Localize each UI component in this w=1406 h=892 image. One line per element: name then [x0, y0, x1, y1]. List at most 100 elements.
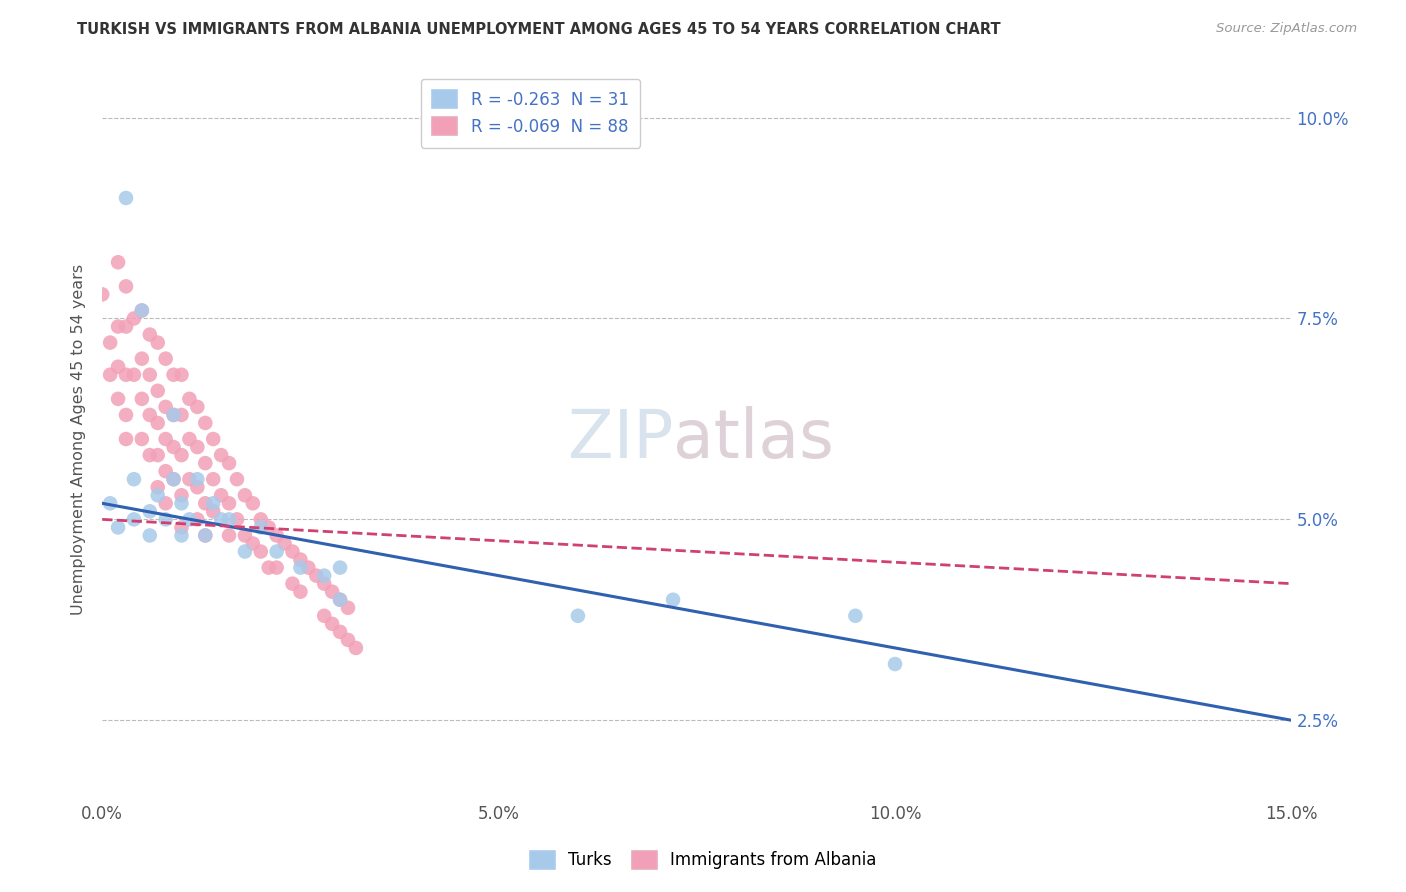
- Point: [170, 496, 193, 510]
- Point: [202, 496, 225, 510]
- Point: [233, 488, 256, 502]
- Point: [281, 544, 304, 558]
- Point: [314, 568, 336, 582]
- Point: [122, 368, 145, 382]
- Text: atlas: atlas: [673, 406, 834, 472]
- Point: [146, 335, 169, 350]
- Point: [131, 351, 153, 366]
- Point: [218, 512, 240, 526]
- Point: [146, 384, 169, 398]
- Point: [186, 512, 208, 526]
- Point: [344, 640, 367, 655]
- Point: [662, 592, 685, 607]
- Point: [186, 472, 208, 486]
- Point: [131, 303, 153, 318]
- Point: [179, 472, 201, 486]
- Point: [162, 408, 184, 422]
- Text: TURKISH VS IMMIGRANTS FROM ALBANIA UNEMPLOYMENT AMONG AGES 45 TO 54 YEARS CORREL: TURKISH VS IMMIGRANTS FROM ALBANIA UNEMP…: [77, 22, 1001, 37]
- Point: [162, 472, 184, 486]
- Point: [297, 560, 319, 574]
- Point: [337, 632, 360, 647]
- Point: [884, 657, 907, 671]
- Point: [162, 368, 184, 382]
- Point: [98, 335, 121, 350]
- Point: [314, 576, 336, 591]
- Point: [131, 392, 153, 406]
- Point: [266, 544, 288, 558]
- Point: [115, 408, 138, 422]
- Point: [139, 504, 162, 518]
- Point: [139, 327, 162, 342]
- Point: [194, 456, 217, 470]
- Point: [218, 496, 240, 510]
- Point: [202, 432, 225, 446]
- Point: [146, 416, 169, 430]
- Point: [179, 512, 201, 526]
- Text: Source: ZipAtlas.com: Source: ZipAtlas.com: [1216, 22, 1357, 36]
- Point: [209, 488, 232, 502]
- Point: [98, 496, 121, 510]
- Point: [155, 512, 177, 526]
- Point: [139, 528, 162, 542]
- Point: [337, 600, 360, 615]
- Point: [139, 408, 162, 422]
- Point: [844, 608, 866, 623]
- Point: [107, 255, 129, 269]
- Point: [162, 472, 184, 486]
- Point: [242, 496, 264, 510]
- Point: [115, 432, 138, 446]
- Point: [170, 448, 193, 462]
- Point: [249, 520, 271, 534]
- Legend: R = -0.263  N = 31, R = -0.069  N = 88: R = -0.263 N = 31, R = -0.069 N = 88: [420, 78, 640, 147]
- Point: [115, 191, 138, 205]
- Point: [329, 592, 352, 607]
- Point: [249, 512, 271, 526]
- Point: [242, 536, 264, 550]
- Point: [155, 351, 177, 366]
- Point: [321, 616, 343, 631]
- Point: [290, 560, 312, 574]
- Point: [170, 488, 193, 502]
- Y-axis label: Unemployment Among Ages 45 to 54 years: Unemployment Among Ages 45 to 54 years: [72, 263, 86, 615]
- Point: [194, 528, 217, 542]
- Point: [107, 520, 129, 534]
- Point: [146, 480, 169, 494]
- Text: ZIP: ZIP: [568, 406, 673, 472]
- Point: [209, 512, 232, 526]
- Point: [329, 560, 352, 574]
- Point: [107, 359, 129, 374]
- Point: [115, 319, 138, 334]
- Point: [170, 408, 193, 422]
- Point: [202, 472, 225, 486]
- Point: [194, 416, 217, 430]
- Point: [233, 528, 256, 542]
- Point: [122, 472, 145, 486]
- Point: [162, 408, 184, 422]
- Point: [329, 592, 352, 607]
- Point: [226, 512, 249, 526]
- Point: [266, 528, 288, 542]
- Point: [209, 448, 232, 462]
- Point: [115, 368, 138, 382]
- Point: [305, 568, 328, 582]
- Point: [131, 303, 153, 318]
- Point: [194, 496, 217, 510]
- Point: [155, 464, 177, 478]
- Point: [314, 608, 336, 623]
- Point: [146, 488, 169, 502]
- Point: [122, 311, 145, 326]
- Point: [91, 287, 114, 301]
- Point: [321, 584, 343, 599]
- Point: [329, 624, 352, 639]
- Point: [186, 440, 208, 454]
- Point: [194, 528, 217, 542]
- Point: [139, 448, 162, 462]
- Point: [107, 319, 129, 334]
- Point: [107, 392, 129, 406]
- Point: [218, 528, 240, 542]
- Point: [186, 480, 208, 494]
- Point: [179, 432, 201, 446]
- Point: [233, 544, 256, 558]
- Point: [186, 400, 208, 414]
- Point: [155, 496, 177, 510]
